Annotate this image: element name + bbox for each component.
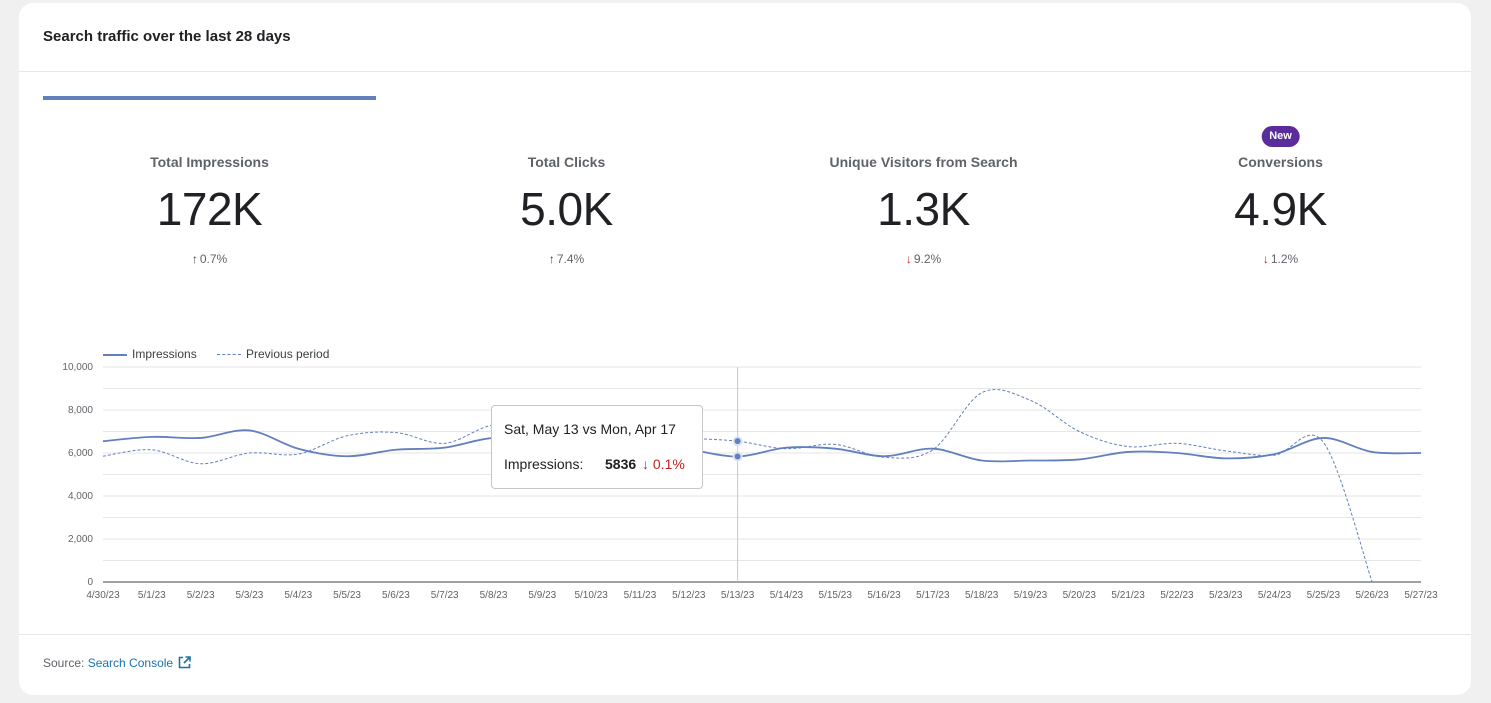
- y-tick-label: 10,000: [62, 362, 93, 373]
- x-tick-label: 5/6/23: [382, 590, 410, 601]
- search-traffic-card: Search traffic over the last 28 days Tot…: [19, 3, 1471, 695]
- tooltip-label: Impressions:: [504, 456, 584, 472]
- y-tick-label: 0: [87, 577, 93, 588]
- tooltip-change: ↓ 0.1%: [642, 456, 685, 472]
- x-tick-label: 5/5/23: [333, 590, 361, 601]
- metric-unique-visitors[interactable]: Unique Visitors from Search 1.3K ↓ 9.2%: [757, 128, 1090, 278]
- metric-label: Total Clicks: [527, 154, 606, 170]
- x-tick-label: 5/3/23: [236, 590, 264, 601]
- metric-total-impressions[interactable]: Total Impressions 172K ↑ 0.7%: [43, 128, 376, 278]
- x-tick-label: 5/26/23: [1355, 590, 1389, 601]
- y-tick-label: 2,000: [68, 534, 93, 545]
- x-tick-label: 5/27/23: [1404, 590, 1438, 601]
- y-tick-label: 6,000: [68, 448, 93, 459]
- x-tick-label: 5/14/23: [770, 590, 804, 601]
- new-badge: New: [1261, 126, 1300, 147]
- footer-divider: [19, 634, 1471, 635]
- metric-change: ↓ 9.2%: [757, 252, 1090, 266]
- metric-change-value: 7.4%: [556, 252, 585, 266]
- external-link-icon: [178, 656, 191, 669]
- x-tick-label: 5/18/23: [965, 590, 999, 601]
- x-tick-label: 5/22/23: [1160, 590, 1194, 601]
- x-tick-label: 5/9/23: [528, 590, 556, 601]
- footer: Source: Search Console: [43, 656, 191, 670]
- x-tick-label: 5/20/23: [1063, 590, 1097, 601]
- x-tick-label: 5/12/23: [672, 590, 706, 601]
- metric-label: Total Impressions: [150, 154, 269, 170]
- card-title: Search traffic over the last 28 days: [43, 28, 291, 45]
- header-divider: [19, 71, 1471, 72]
- tooltip-title: Sat, May 13 vs Mon, Apr 17: [504, 421, 676, 437]
- legend-swatch-solid: [103, 354, 127, 356]
- metric-label: Unique Visitors from Search: [829, 154, 1018, 170]
- chart-tooltip: Sat, May 13 vs Mon, Apr 17 Impressions: …: [491, 405, 703, 489]
- legend-label: Previous period: [246, 347, 330, 361]
- search-console-link-text: Search Console: [87, 656, 174, 670]
- x-tick-label: 5/25/23: [1307, 590, 1341, 601]
- traffic-line-chart[interactable]: 0 2,000 4,000 6,000 8,000 10,000 4/30/23 5/1/23…: [19, 3, 1471, 695]
- x-tick-label: 5/23/23: [1209, 590, 1243, 601]
- source-label: Source:: [43, 656, 85, 670]
- x-tick-label: 5/8/23: [480, 590, 508, 601]
- metric-conversions[interactable]: New Conversions 4.9K ↓ 1.2%: [1114, 126, 1447, 278]
- arrow-up-icon: ↑: [548, 252, 555, 266]
- legend-label: Impressions: [132, 347, 197, 361]
- tooltip-change-value: 0.1%: [652, 456, 685, 472]
- metric-value: 1.3K: [877, 183, 970, 235]
- legend-swatch-dashed: [217, 354, 241, 355]
- metric-total-clicks[interactable]: Total Clicks 5.0K ↑ 7.4%: [400, 128, 733, 278]
- metric-value: 172K: [156, 183, 263, 235]
- metric-label: Conversions: [1238, 154, 1323, 170]
- arrow-down-icon: ↓: [1262, 252, 1269, 266]
- x-tick-label: 4/30/23: [86, 590, 120, 601]
- x-tick-label: 5/7/23: [431, 590, 459, 601]
- impressions-hover-point: [732, 451, 743, 462]
- x-tick-label: 5/19/23: [1014, 590, 1048, 601]
- arrow-down-icon: ↓: [905, 252, 912, 266]
- x-tick-label: 5/24/23: [1258, 590, 1292, 601]
- tooltip-value: 5836: [605, 456, 637, 472]
- metric-value: 5.0K: [520, 183, 613, 235]
- metric-change: ↑ 0.7%: [43, 252, 376, 266]
- x-tick-label: 5/17/23: [916, 590, 950, 601]
- x-tick-label: 5/4/23: [284, 590, 312, 601]
- x-tick-label: 5/13/23: [721, 590, 755, 601]
- x-tick-label: 5/1/23: [138, 590, 166, 601]
- x-tick-label: 5/16/23: [867, 590, 901, 601]
- metric-change-value: 1.2%: [1270, 252, 1299, 266]
- search-console-link[interactable]: Search Console: [88, 656, 191, 670]
- arrow-down-icon: ↓: [642, 456, 653, 472]
- x-tick-label: 5/15/23: [819, 590, 853, 601]
- x-tick-label: 5/11/23: [624, 590, 657, 601]
- impressions-line: [102, 429, 1422, 463]
- x-tick-label: 5/21/23: [1111, 590, 1145, 601]
- metric-value: 4.9K: [1234, 183, 1327, 235]
- metric-change: ↑ 7.4%: [400, 252, 733, 266]
- metric-change-value: 9.2%: [913, 252, 942, 266]
- x-tick-label: 5/2/23: [187, 590, 215, 601]
- y-tick-label: 8,000: [68, 405, 93, 416]
- arrow-up-icon: ↑: [191, 252, 198, 266]
- previous-period-hover-point: [732, 436, 743, 447]
- previous-period-line: [102, 389, 1373, 583]
- selected-metric-indicator: [43, 96, 376, 100]
- y-tick-label: 4,000: [68, 491, 93, 502]
- metric-change: ↓ 1.2%: [1114, 252, 1447, 266]
- metric-change-value: 0.7%: [199, 252, 228, 266]
- x-tick-label: 5/10/23: [574, 590, 608, 601]
